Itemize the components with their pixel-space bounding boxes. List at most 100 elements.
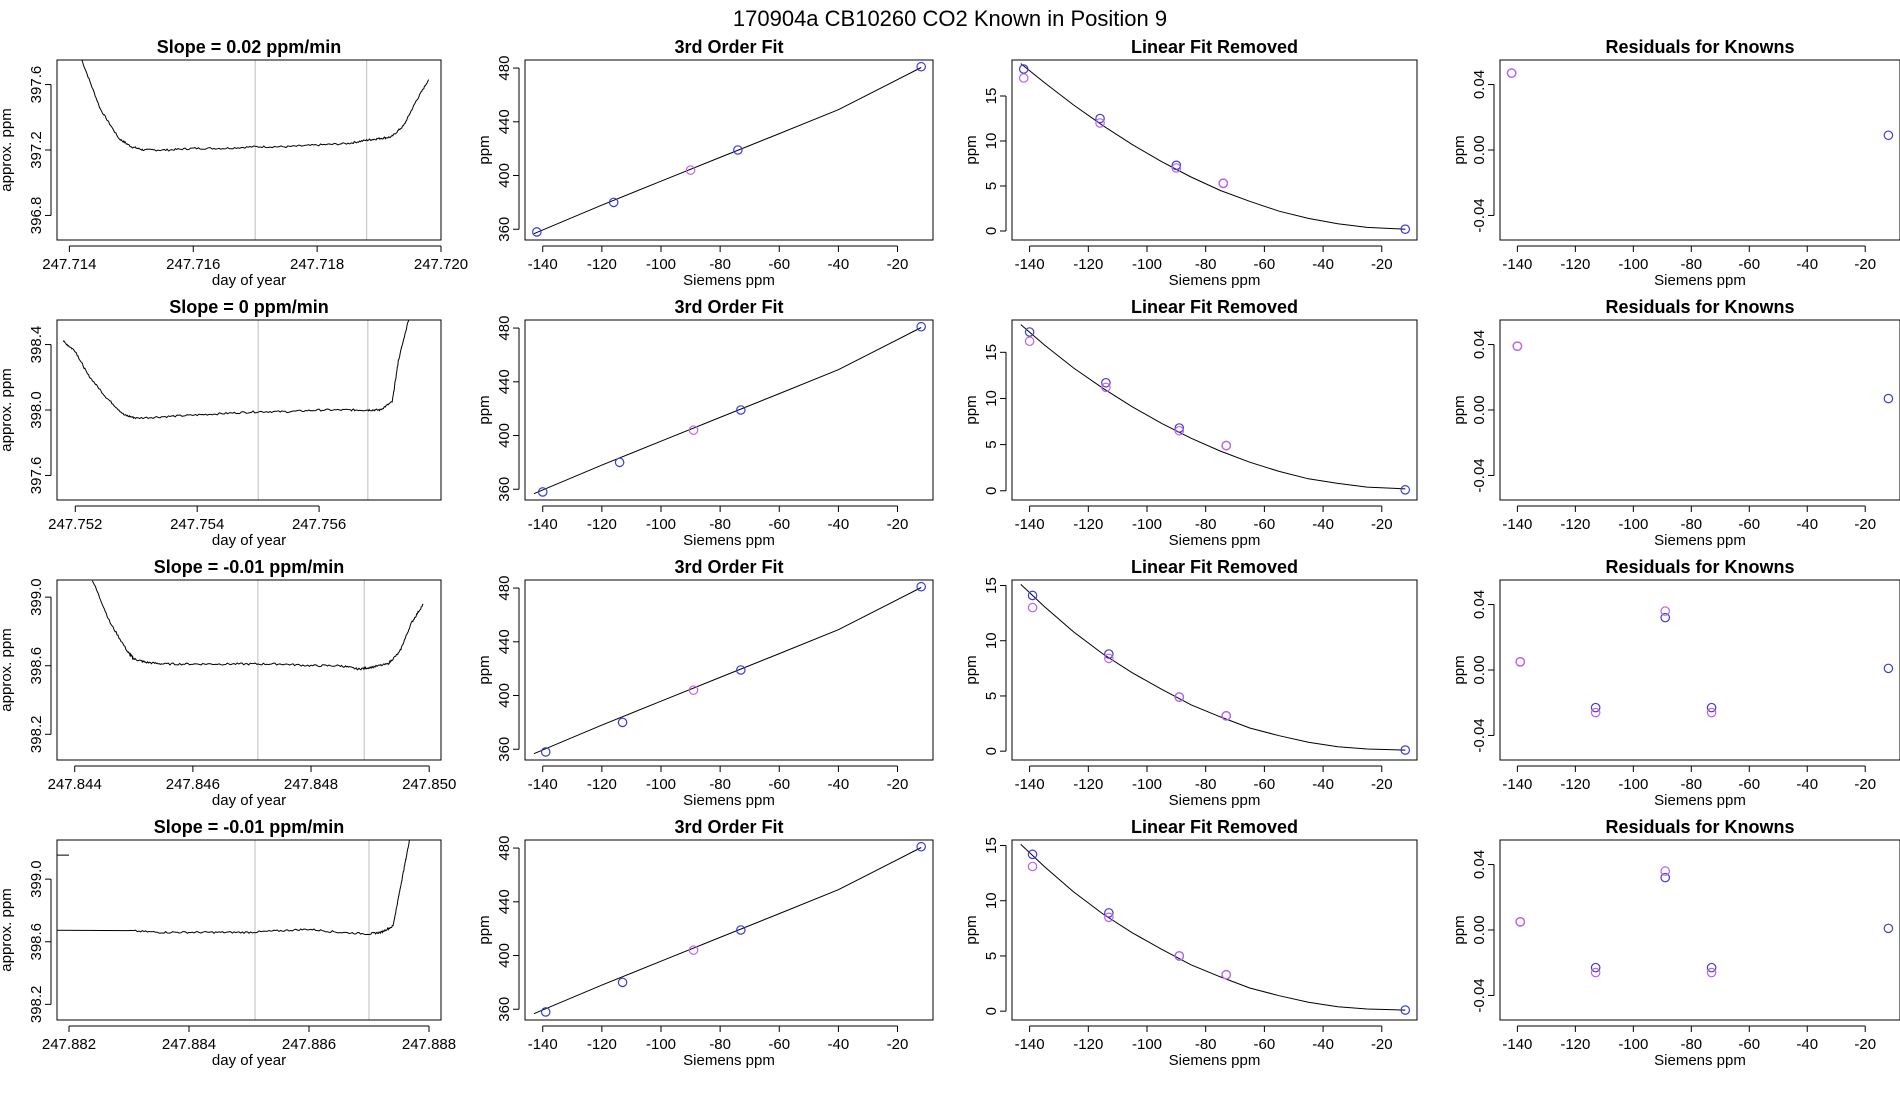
plot-frame	[1011, 579, 1418, 761]
fit-curve	[1020, 584, 1406, 751]
x-tick-label: -80	[1680, 1036, 1702, 1053]
y-tick-label: 399.0	[28, 860, 45, 898]
x-tick-label: -40	[1796, 776, 1818, 793]
x-tick-label: 247.848	[284, 776, 338, 793]
plot-area	[533, 841, 926, 1017]
y-axis-label: ppm	[963, 655, 980, 684]
plot-area	[1515, 866, 1894, 978]
data-point	[1660, 866, 1671, 876]
y-tick-label: -0.04	[1471, 198, 1488, 232]
y-tick-label: 0.04	[1471, 70, 1488, 99]
data-point	[1400, 485, 1411, 495]
x-tick-label: 247.720	[414, 256, 468, 273]
data-point	[1027, 590, 1038, 601]
panel-title: 3rd Order Fit	[674, 297, 783, 317]
x-tick-label: -140	[1502, 1036, 1532, 1053]
y-tick-label: 399.0	[28, 578, 45, 616]
data-point	[1706, 702, 1717, 713]
x-axis-label: Siemens ppm	[1654, 792, 1746, 809]
x-tick-label: -120	[1073, 776, 1103, 793]
x-tick-label: -100	[646, 256, 676, 273]
panel-title: Residuals for Knowns	[1605, 297, 1794, 317]
x-axis-label: Siemens ppm	[683, 792, 775, 809]
data-point	[1400, 1005, 1411, 1015]
x-tick-label: -140	[1015, 1036, 1045, 1053]
data-point	[1027, 861, 1038, 872]
data-point	[1221, 711, 1232, 721]
panel-r2c1: 3rd Order Fit -140 -120 -100 -80 -60 -40 -20 360…	[476, 557, 934, 809]
x-axis-label: Siemens ppm	[683, 1052, 775, 1069]
data-point	[1101, 382, 1111, 393]
x-tick-label: -100	[1618, 776, 1648, 793]
y-tick-label: 0	[983, 747, 1000, 755]
x-tick-label: -80	[1195, 1036, 1217, 1053]
data-point	[736, 405, 746, 415]
x-tick-label: -60	[1738, 516, 1760, 533]
y-tick-label: 440	[496, 109, 513, 134]
y-tick-label: 10	[983, 390, 1000, 407]
panel-title: 3rd Order Fit	[674, 817, 783, 837]
x-tick-label: -100	[1132, 256, 1162, 273]
panel-r3c1: 3rd Order Fit -140 -120 -100 -80 -60 -40 -20 360…	[476, 817, 934, 1069]
figure-title: 170904a CB10260 CO2 Known in Position 9	[733, 6, 1167, 31]
y-tick-label: 0.00	[1471, 135, 1488, 164]
x-tick-label: 247.888	[402, 1036, 456, 1053]
plot-frame	[1499, 579, 1900, 761]
x-tick-label: -60	[1738, 776, 1760, 793]
x-tick-label: -20	[887, 776, 909, 793]
panel-r1c0: Slope = 0 ppm/min 247.752 247.754 247.756 39…	[0, 297, 442, 549]
x-tick-label: 247.844	[48, 776, 102, 793]
fit-curve	[533, 587, 922, 755]
data-point	[1515, 657, 1526, 667]
y-tick-label: 480	[496, 836, 513, 861]
panel-r1c2: Linear Fit Removed -140 -120 -100 -80 -60 -40 -…	[963, 297, 1418, 549]
x-tick-label: -20	[1371, 776, 1393, 793]
x-tick-label: -100	[1132, 516, 1162, 533]
y-tick-label: 398.2	[28, 986, 45, 1024]
x-tick-label: -100	[646, 776, 676, 793]
x-tick-label: -80	[1195, 516, 1217, 533]
panel-r0c3: Residuals for Knowns -140 -120 -100 -80 -60 -4…	[1451, 37, 1900, 289]
x-tick-label: -80	[1680, 256, 1702, 273]
x-tick-label: -140	[1502, 776, 1532, 793]
x-tick-label: -80	[709, 1036, 731, 1053]
data-point	[614, 457, 625, 468]
x-tick-label: -100	[1618, 256, 1648, 273]
data-point	[1174, 951, 1185, 961]
data-point	[688, 945, 699, 955]
x-tick-label: -40	[828, 1036, 850, 1053]
data-point	[1174, 425, 1185, 436]
y-tick-label: 360	[496, 997, 513, 1022]
data-point	[1590, 967, 1601, 978]
x-tick-label: -40	[1796, 516, 1818, 533]
panel-title: 3rd Order Fit	[674, 37, 783, 57]
panel-r3c0: Slope = -0.01 ppm/min 247.882 247.884 247.8…	[0, 817, 456, 1069]
plot-frame	[56, 839, 442, 1021]
data-point	[1590, 702, 1601, 713]
y-tick-label: 15	[983, 577, 1000, 594]
data-point	[1221, 969, 1232, 980]
fit-curve	[1020, 324, 1406, 490]
y-axis-label: ppm	[476, 395, 493, 424]
x-tick-label: -20	[1371, 256, 1393, 273]
y-tick-label: 360	[496, 737, 513, 762]
y-tick-label: 0.04	[1471, 850, 1488, 879]
data-point	[1027, 849, 1038, 860]
x-tick-label: -80	[709, 516, 731, 533]
plot-area	[1020, 844, 1411, 1015]
y-tick-label: 396.8	[28, 197, 45, 235]
y-tick-label: -0.04	[1471, 458, 1488, 492]
x-tick-label: 247.714	[42, 256, 96, 273]
panel-title: Linear Fit Removed	[1131, 817, 1298, 837]
y-tick-label: 0.04	[1471, 590, 1488, 619]
x-tick-label: -100	[1132, 776, 1162, 793]
plot-area	[91, 580, 424, 671]
x-tick-label: -60	[1254, 1036, 1276, 1053]
x-tick-label: -40	[1312, 776, 1334, 793]
x-tick-label: -140	[528, 1036, 558, 1053]
data-point	[1104, 653, 1114, 664]
data-point	[1590, 962, 1601, 973]
x-axis-label: Siemens ppm	[1654, 532, 1746, 549]
data-point	[1660, 612, 1671, 623]
